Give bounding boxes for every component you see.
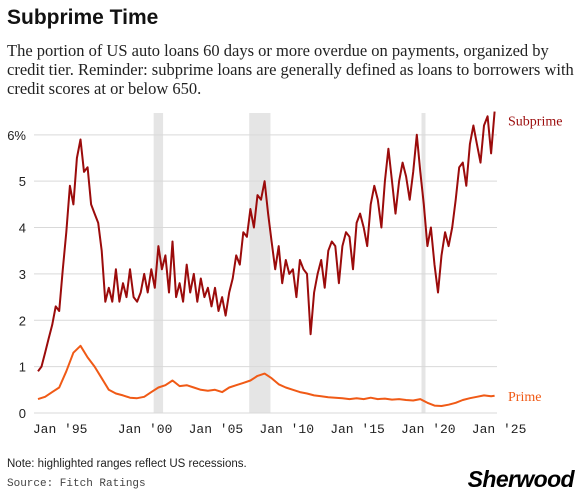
subprime-series-label: Subprime [508,115,562,130]
y-tick-label-3: 3 [19,267,26,282]
y-tick-label-6: 6% [7,128,26,143]
series-labels: Subprime Prime [508,115,562,405]
x-axis-ticks: Jan '95 Jan '00 Jan '05 Jan '10 Jan '15 Jan '… [33,422,527,437]
prime-series-label: Prime [508,390,541,405]
y-tick-label-0: 0 [19,406,26,421]
recession-bands [153,113,426,413]
source-credit: Source: Fitch Ratings [7,478,146,490]
y-tick-label-1: 1 [19,360,26,375]
recession-band-1 [153,113,164,413]
x-tick-label-4: Jan '15 [330,422,385,437]
y-tick-label-4: 4 [19,221,26,236]
y-axis-ticks: 0 1 2 3 4 5 6% [7,128,26,421]
x-tick-label-0: Jan '95 [33,422,88,437]
publisher-logo: Sherwood [467,466,575,492]
x-tick-label-3: Jan '10 [259,422,314,437]
x-tick-label-1: Jan '00 [118,422,173,437]
recession-band-3 [421,113,426,413]
chart-title: Subprime Time [7,6,159,29]
prime-line [37,344,495,407]
subprime-line [37,111,496,372]
x-tick-label-2: Jan '05 [189,422,244,437]
footnote: Note: highlighted ranges reflect US rece… [7,458,247,470]
series-lines [37,111,496,407]
x-tick-label-5: Jan '20 [401,422,456,437]
y-tick-label-2: 2 [19,313,26,328]
x-tick-label-6: Jan '25 [472,422,527,437]
y-tick-label-5: 5 [19,174,26,189]
chart-subtitle: The portion of US auto loans 60 days or … [7,41,574,98]
recession-band-2 [249,113,271,413]
